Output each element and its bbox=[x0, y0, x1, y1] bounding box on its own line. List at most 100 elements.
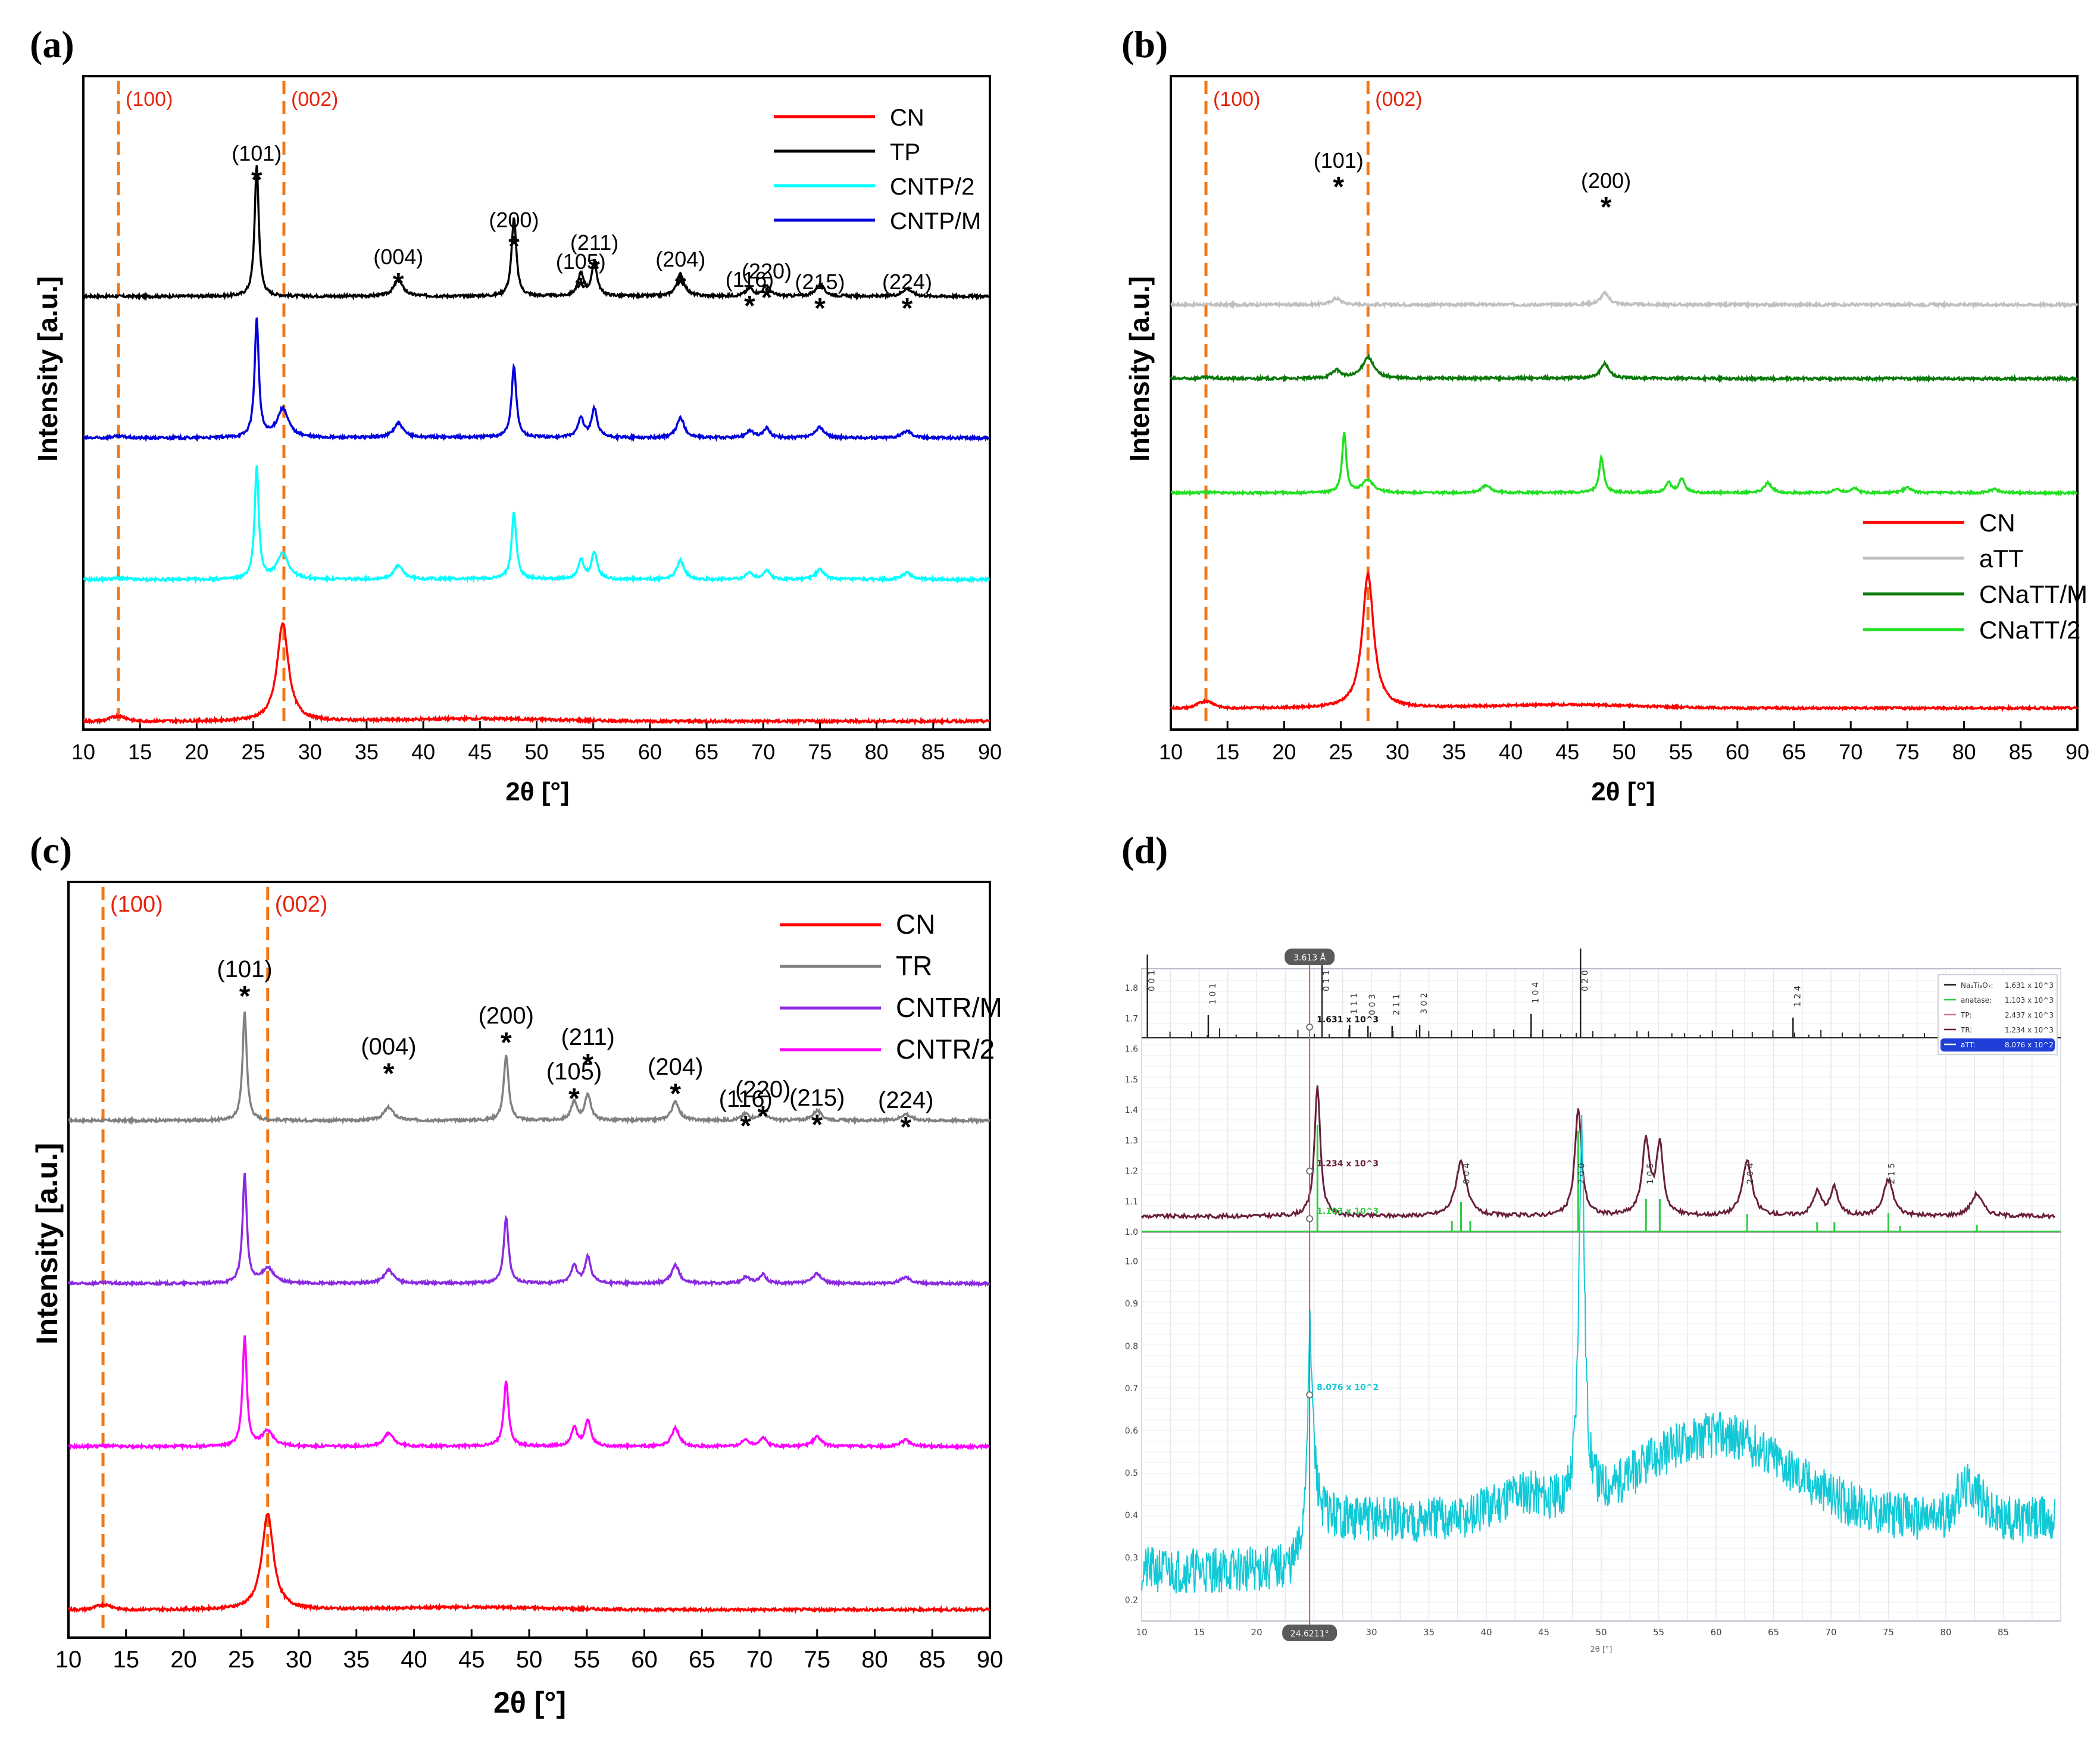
y-tick-label: 1.7 bbox=[1125, 1014, 1138, 1024]
hkl-label: (220) bbox=[742, 259, 792, 283]
x-tick-label: 60 bbox=[638, 740, 662, 764]
legend-entry: CNaTT/2 bbox=[1979, 616, 2080, 644]
x-tick-label: 75 bbox=[804, 1647, 831, 1673]
x-tick-label: 10 bbox=[71, 740, 95, 764]
panel-b: (b) Intensity [a.u.] 2θ [°] 10 15 20 25 30 35… bbox=[1121, 23, 2089, 806]
legend-entry-name: Na₂Ti₃O₇: bbox=[1961, 981, 1993, 990]
legend-entry-name: aTT: bbox=[1961, 1041, 1976, 1049]
x-tick-label: 45 bbox=[1538, 1627, 1549, 1638]
y-tick-label: 0.8 bbox=[1125, 1342, 1138, 1351]
hkl-label: (116) bbox=[719, 1086, 773, 1112]
y-tick-label: 0.4 bbox=[1125, 1511, 1138, 1520]
cursor-value-label: 1.103 x 10^3 bbox=[1317, 1207, 1379, 1216]
x-tick-label: 75 bbox=[1883, 1627, 1894, 1638]
peak-asterisk: * bbox=[589, 254, 600, 285]
x-tick-label: 10 bbox=[55, 1647, 82, 1673]
peak-asterisk: * bbox=[811, 1109, 823, 1141]
legend-entry: CNaTT/M bbox=[1979, 580, 2088, 608]
x-tick-label: 15 bbox=[1215, 740, 1239, 764]
series-CNaTT/M bbox=[1170, 353, 2078, 384]
hkl-label: (215) bbox=[795, 270, 845, 294]
legend-entry-value: 1.631 x 10^3 bbox=[2005, 981, 2054, 990]
peak-asterisk: * bbox=[670, 1078, 681, 1110]
stick-peak-label: 0 0 3 bbox=[1368, 994, 1377, 1015]
peak-asterisk: * bbox=[1601, 192, 1612, 223]
legend-entry: CNTP/M bbox=[890, 208, 981, 234]
x-tick-label: 45 bbox=[458, 1647, 485, 1673]
peak-asterisk: * bbox=[251, 164, 262, 196]
hkl-label: (200) bbox=[479, 1003, 534, 1029]
series-CN bbox=[67, 1513, 991, 1614]
legend-entry: CN bbox=[890, 105, 924, 131]
x-tick-label: 40 bbox=[1480, 1627, 1492, 1638]
x-tick-label: 35 bbox=[343, 1647, 370, 1673]
peak-asterisk: * bbox=[501, 1027, 512, 1059]
y-tick-label: 0.6 bbox=[1125, 1426, 1138, 1436]
x-tick-label: 20 bbox=[1272, 740, 1296, 764]
series-CNTR/2 bbox=[68, 1335, 990, 1451]
x-tick-label: 30 bbox=[1386, 740, 1410, 764]
panel-a-label: (a) bbox=[30, 23, 74, 65]
panel-c-y-title: Intensity [a.u.] bbox=[30, 1143, 64, 1345]
x-tick-label: 85 bbox=[919, 1647, 946, 1673]
legend-entry: CNTR/2 bbox=[896, 1034, 995, 1065]
x-tick-label: 60 bbox=[1726, 740, 1749, 764]
x-tick-label: 25 bbox=[1329, 740, 1353, 764]
x-tick-label: 70 bbox=[751, 740, 775, 764]
peak-asterisk: * bbox=[900, 1112, 911, 1143]
x-tick-label: 10 bbox=[1136, 1627, 1147, 1638]
reference-line-label: (002) bbox=[1375, 88, 1422, 111]
trace-peak-label: 1 0 5 bbox=[1646, 1163, 1655, 1184]
legend-entry-value: 2.437 x 10^3 bbox=[2005, 1011, 2054, 1019]
y-tick-label: 0.3 bbox=[1125, 1553, 1138, 1563]
hkl-label: (220) bbox=[735, 1076, 790, 1103]
stick-peak-label: 1 0 1 bbox=[1208, 983, 1218, 1004]
legend-entry-value: 8.076 x 10^2 bbox=[2005, 1041, 2054, 1049]
x-tick-label: 85 bbox=[1998, 1627, 2009, 1638]
x-tick-label: 40 bbox=[411, 740, 435, 764]
x-tick-label: 35 bbox=[1423, 1627, 1435, 1638]
series-TR bbox=[1140, 1085, 2056, 1220]
peak-asterisk: * bbox=[740, 1110, 751, 1142]
y-tick-label: 1.8 bbox=[1125, 984, 1138, 993]
trace-peak-label: 2 1 5 bbox=[1888, 1163, 1897, 1184]
x-tick-label: 50 bbox=[524, 740, 548, 764]
panel-d-label: (d) bbox=[1121, 829, 1168, 871]
series-CNTP/2 bbox=[83, 465, 990, 584]
peak-asterisk: * bbox=[582, 1049, 593, 1080]
x-tick-label: 60 bbox=[1710, 1627, 1721, 1638]
legend-entry: CN bbox=[1979, 509, 2015, 537]
hkl-label: (101) bbox=[217, 956, 272, 982]
hkl-label: (224) bbox=[878, 1087, 933, 1113]
y-tick-label: 0.9 bbox=[1125, 1300, 1138, 1309]
x-tick-label: 80 bbox=[1940, 1627, 1951, 1638]
x-tick-label: 10 bbox=[1159, 740, 1183, 764]
x-tick-label: 20 bbox=[170, 1647, 197, 1673]
x-tick-label: 80 bbox=[861, 1647, 888, 1673]
legend-entry: TR bbox=[896, 950, 932, 981]
hkl-label: (200) bbox=[489, 208, 539, 232]
x-tick-label: 70 bbox=[1825, 1627, 1836, 1638]
panel-a-x-title: 2θ [°] bbox=[505, 777, 569, 806]
panel-a: (a) Intensity [a.u.] 2θ [°] 10 15 20 25 30 35… bbox=[30, 23, 1002, 806]
panel-b-x-title: 2θ [°] bbox=[1591, 777, 1655, 806]
hkl-label: (224) bbox=[882, 270, 932, 294]
plot-frame bbox=[82, 75, 991, 731]
trace-peak-label: 0 0 4 bbox=[1462, 1163, 1471, 1184]
legend-entry-value: 1.103 x 10^3 bbox=[2005, 996, 2054, 1004]
reference-line-label: (100) bbox=[1213, 88, 1260, 111]
stick-peak-label: 0 0 1 bbox=[1148, 970, 1157, 991]
cursor-value-label: 1.631 x 10^3 bbox=[1317, 1015, 1379, 1025]
trace-peak-label: 2 0 0 bbox=[1577, 1163, 1586, 1184]
reference-line-label: (002) bbox=[275, 892, 328, 917]
x-tick-label: 90 bbox=[977, 1647, 1004, 1673]
hkl-label: (215) bbox=[789, 1085, 845, 1111]
x-tick-label: 50 bbox=[516, 1647, 543, 1673]
y-tick-label: 1.2 bbox=[1125, 1167, 1138, 1176]
peak-asterisk: * bbox=[675, 270, 686, 302]
panel-c-x-title: 2θ [°] bbox=[493, 1686, 566, 1719]
x-tick-label: 60 bbox=[631, 1647, 658, 1673]
x-tick-label: 45 bbox=[1555, 740, 1579, 764]
x-tick-label: 55 bbox=[1669, 740, 1693, 764]
panel-d: (d) 1.0 1.1 1.2 1.3 1.4 1.5 1.6 1.7 1.8 0.2 0.3 0.4… bbox=[1121, 829, 2061, 1654]
